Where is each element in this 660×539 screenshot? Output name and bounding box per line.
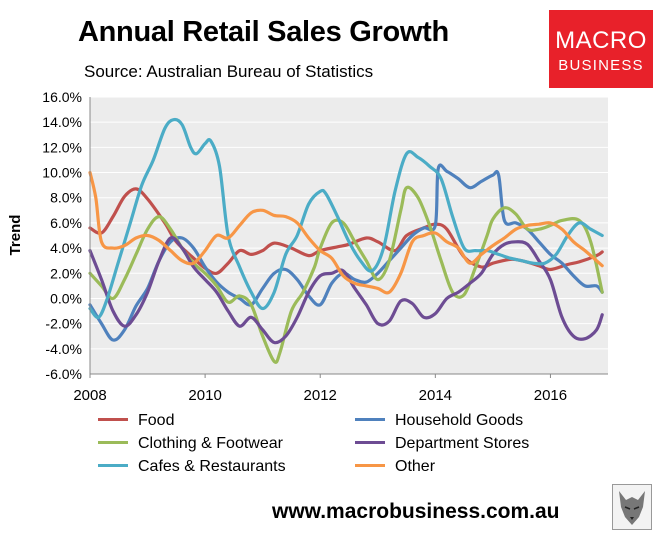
legend-swatch <box>98 441 128 445</box>
chart-subtitle: Source: Australian Bureau of Statistics <box>84 62 374 81</box>
footer-url: www.macrobusiness.com.au <box>272 500 560 523</box>
legend-label: Food <box>138 412 175 429</box>
y-tick-label: 6.0% <box>50 215 82 231</box>
legend-item-department-stores: Department Stores <box>355 435 529 453</box>
x-tick-label: 2008 <box>73 387 106 404</box>
y-axis-label: Trend <box>7 215 24 256</box>
x-tick-label: 2010 <box>188 387 221 404</box>
y-tick-label: -2.0% <box>45 316 82 332</box>
y-tick-label: 14.0% <box>42 114 82 130</box>
legend-label: Department Stores <box>395 435 530 452</box>
legend-label: Clothing & Footwear <box>138 435 283 452</box>
y-tick-label: 12.0% <box>42 139 82 155</box>
legend-item-household-goods: Household Goods <box>355 412 523 430</box>
plot-area <box>90 97 608 374</box>
gridlines <box>90 96 608 375</box>
y-tick-label: 0.0% <box>50 290 82 306</box>
x-tick-label: 2012 <box>304 387 337 404</box>
legend-swatch <box>98 464 128 468</box>
legend-label: Household Goods <box>395 412 524 429</box>
macrobusiness-logo: MACRO BUSINESS <box>549 10 653 88</box>
series-lines <box>88 117 604 364</box>
x-tick-labels: 2008 2010 2012 2014 2016 <box>73 374 567 404</box>
y-tick-label: 2.0% <box>50 265 82 281</box>
logo-line-business: BUSINESS <box>558 57 644 74</box>
series-line-household-goods <box>88 163 604 342</box>
legend-swatch <box>355 441 385 445</box>
x-tick-label: 2016 <box>534 387 567 404</box>
y-tick-label: -6.0% <box>45 366 82 382</box>
y-tick-label: 4.0% <box>50 240 82 256</box>
series-line-department-stores <box>88 236 604 345</box>
y-tick-label: 10.0% <box>42 165 82 181</box>
legend-label: Cafes & Restaurants <box>138 458 286 475</box>
y-tick-labels: -6.0% -4.0% -2.0% 0.0% 2.0% 4.0% 6.0% 8.0% 10.0%… <box>42 89 82 382</box>
wolf-logo-icon <box>612 484 652 530</box>
legend-item-cafes-restaurants: Cafes & Restaurants <box>98 458 286 476</box>
series-line-cafes-restaurants <box>88 117 604 320</box>
legend-item-clothing-footwear: Clothing & Footwear <box>98 435 283 453</box>
y-tick-label: 8.0% <box>50 190 82 206</box>
chart-title: Annual Retail Sales Growth <box>78 16 449 48</box>
legend-swatch <box>355 418 385 422</box>
y-tick-label: -4.0% <box>45 341 82 357</box>
legend-label: Other <box>395 458 436 475</box>
series-line-other <box>88 170 604 295</box>
legend-item-food: Food <box>98 412 174 430</box>
legend-swatch <box>98 418 128 422</box>
x-tick-label: 2014 <box>419 387 452 404</box>
logo-line-macro: MACRO <box>555 27 647 54</box>
legend-swatch <box>355 464 385 468</box>
legend-item-other: Other <box>355 458 435 476</box>
y-tick-label: 16.0% <box>42 89 82 105</box>
